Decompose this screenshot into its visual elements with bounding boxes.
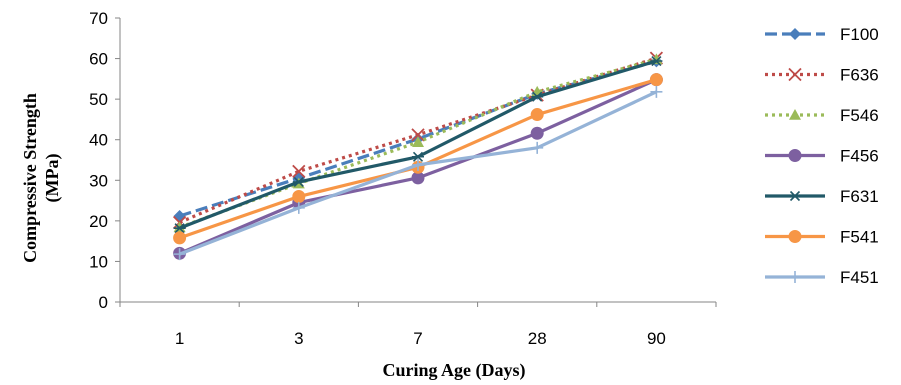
data-point: [292, 176, 305, 187]
y-tick-label: 70: [89, 9, 108, 28]
y-tick-label: 30: [89, 171, 108, 190]
data-point: [649, 73, 663, 87]
x-axis-title: Curing Age (Days): [383, 360, 526, 381]
data-point: [788, 149, 802, 162]
data-point: [412, 158, 424, 171]
legend: F100 F636 F546 F456 F631 F541 F451: [765, 25, 879, 287]
legend-label: F451: [840, 268, 879, 287]
legend-label: F636: [840, 66, 879, 85]
legend-label: F546: [840, 106, 879, 125]
x-tick-label: 28: [528, 329, 547, 348]
data-point: [530, 126, 544, 140]
data-point: [173, 223, 186, 234]
data-point: [292, 201, 305, 214]
x-tick-label: 1: [175, 329, 184, 348]
legend-item-f456: F456: [765, 147, 879, 166]
data-point: [531, 91, 544, 102]
y-tick-label: 50: [89, 90, 108, 109]
data-point: [530, 108, 544, 122]
x-axis-ticks: 1 3 7 28 90: [119, 302, 717, 348]
data-point: [292, 190, 306, 204]
series-line: [179, 78, 657, 240]
legend-label: F631: [840, 187, 879, 206]
data-point: [412, 151, 424, 162]
legend-item-f546: F546: [765, 106, 879, 125]
data-point: [173, 248, 186, 261]
y-tick-label: 20: [89, 212, 108, 231]
data-point: [411, 128, 425, 142]
y-tick-label: 60: [89, 50, 108, 69]
x-tick-label: 3: [294, 329, 303, 348]
legend-item-f100: F100: [765, 25, 879, 44]
y-axis-ticks: 0 10 20 30 40 50 60 70: [89, 9, 120, 312]
x-tick-label: 7: [413, 329, 422, 348]
legend-label: F456: [840, 147, 879, 166]
series-f631: [173, 55, 663, 234]
legend-item-f541: F541: [765, 228, 879, 247]
x-tick-label: 90: [647, 329, 666, 348]
legend-label: F541: [840, 228, 879, 247]
series-layer: [172, 51, 664, 261]
data-point: [173, 231, 187, 245]
data-point: [789, 109, 801, 120]
legend-item-f631: F631: [765, 187, 879, 206]
series-f451: [173, 85, 663, 261]
y-axis-title-line-1: Compressive Strength: [20, 93, 40, 263]
data-point: [650, 55, 663, 67]
data-point: [292, 164, 306, 178]
series-f541: [173, 73, 663, 245]
legend-label: F100: [840, 25, 879, 44]
data-point: [173, 209, 186, 222]
data-point: [412, 136, 424, 147]
y-tick-label: 0: [99, 293, 108, 312]
data-point: [788, 67, 802, 82]
data-point: [789, 28, 801, 40]
data-point: [531, 141, 544, 154]
plot-area: [119, 18, 716, 303]
y-tick-label: 40: [89, 131, 108, 150]
data-point: [650, 85, 663, 98]
data-point: [789, 190, 801, 202]
legend-item-f451: F451: [765, 268, 879, 287]
y-axis-title-line-2: (MPa): [42, 154, 63, 203]
data-point: [789, 271, 801, 283]
legend-item-f636: F636: [765, 66, 879, 85]
data-point: [788, 230, 802, 243]
y-tick-label: 10: [89, 252, 108, 271]
